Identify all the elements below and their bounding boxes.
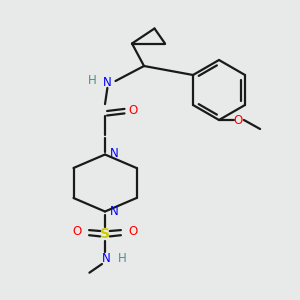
- Text: H: H: [118, 252, 127, 265]
- Text: N: N: [110, 146, 118, 160]
- Text: N: N: [103, 76, 112, 89]
- Text: O: O: [128, 225, 137, 238]
- Text: O: O: [233, 113, 242, 127]
- Text: N: N: [110, 205, 118, 218]
- Text: N: N: [102, 252, 111, 265]
- Text: H: H: [88, 74, 97, 88]
- Text: S: S: [100, 227, 110, 241]
- Text: O: O: [128, 104, 137, 117]
- Text: O: O: [73, 225, 82, 238]
